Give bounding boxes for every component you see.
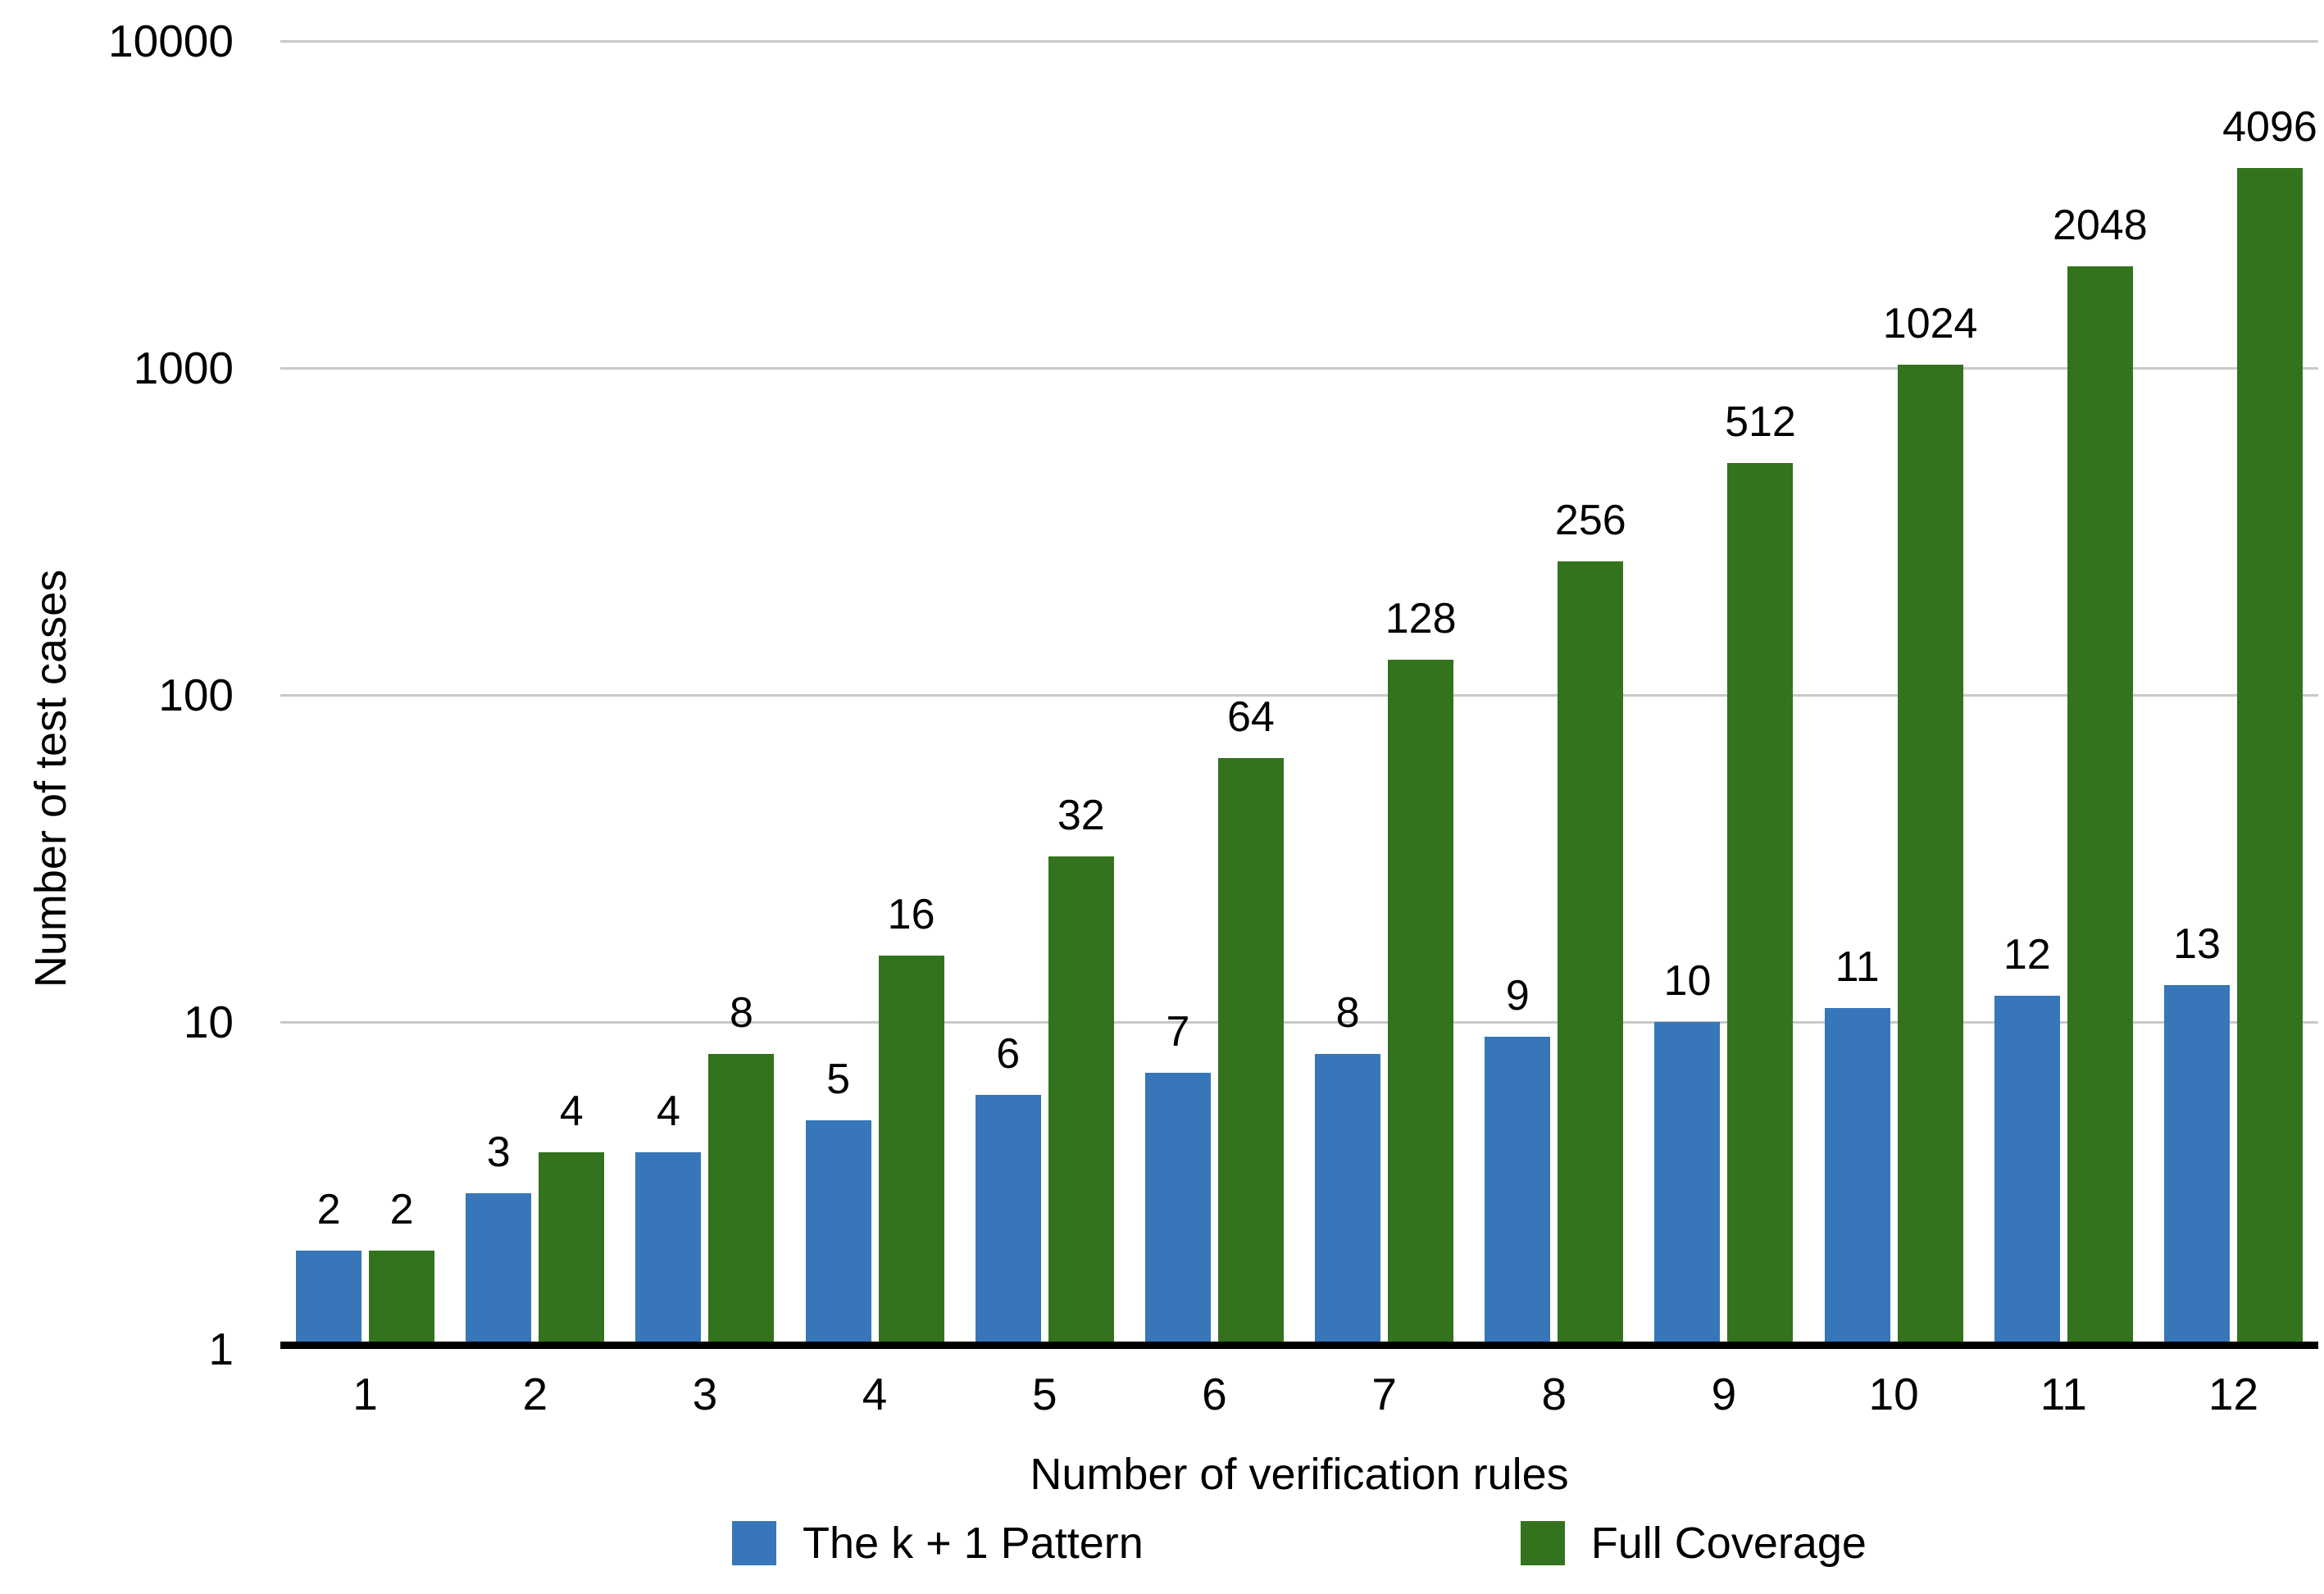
- bar-value-label: 512: [1725, 398, 1796, 447]
- bar-full-coverage: 1024: [1883, 300, 1977, 1349]
- bar-k-plus-1-pattern: 7: [1144, 1008, 1211, 1349]
- bar-value-label: 64: [1227, 693, 1275, 742]
- bar-k-plus-1-pattern: 13: [2163, 920, 2230, 1349]
- bar-value-label: 4: [559, 1087, 584, 1135]
- y-tick-label: 1000: [133, 343, 234, 393]
- legend-label: The k + 1 Pattern: [803, 1519, 1144, 1568]
- bar-k-plus-1-pattern: 6: [975, 1030, 1041, 1349]
- bar-value-label: 4096: [2222, 102, 2317, 151]
- bar-value-label: 3: [486, 1128, 511, 1176]
- bar-value-label: 2048: [2052, 201, 2148, 249]
- bar-value-label: 13: [2173, 920, 2221, 968]
- bar-value-label: 11: [1835, 943, 1880, 992]
- y-axis-title: Number of test cases: [26, 569, 75, 988]
- bar-group: 11 1024: [1809, 41, 1979, 1349]
- x-tick-label: 9: [1711, 1369, 1737, 1419]
- bar-value-label: 32: [1057, 792, 1105, 840]
- gridline: [280, 693, 2318, 697]
- bar-group: 6 32: [960, 41, 1130, 1349]
- bar-full-coverage: 256: [1555, 497, 1626, 1349]
- x-tick-label: 10: [1868, 1369, 1919, 1419]
- legend-swatch: [732, 1521, 777, 1565]
- x-axis-line: [280, 1342, 2318, 1349]
- bar-k-plus-1-pattern: 3: [466, 1129, 532, 1349]
- bar-value-label: 2: [316, 1185, 341, 1233]
- plot-area: 2 2 3 4 4 8 5 16 6 32 7 64 8 128 9 256 10 512 11 1024 12 2048…: [280, 39, 2318, 1349]
- x-tick-label: 4: [862, 1369, 888, 1419]
- x-tick-label: 12: [2208, 1369, 2259, 1419]
- bar-group: 13 4096: [2149, 41, 2318, 1349]
- gridline: [280, 39, 2318, 43]
- bar-full-coverage: 2048: [2053, 202, 2148, 1349]
- bar-groups: 2 2 3 4 4 8 5 16 6 32 7 64 8 128 9 256 10 512 11 1024 12 2048…: [280, 41, 2318, 1349]
- gridline: [280, 1020, 2318, 1024]
- bar-full-coverage: 4096: [2222, 103, 2317, 1349]
- x-axis-title: Number of verification rules: [1030, 1450, 1569, 1499]
- bar-k-plus-1-pattern: 8: [1315, 989, 1381, 1349]
- bar-full-coverage: 2: [369, 1186, 435, 1349]
- bar-value-label: 10: [1663, 957, 1712, 1005]
- y-tick-label: 1: [208, 1324, 234, 1374]
- x-axis-tick-labels: 1 2 3 4 5 6 7 8 9 10 11 12: [280, 1367, 2318, 1421]
- bar-value-label: 128: [1385, 595, 1457, 643]
- legend: The k + 1 Pattern Full Coverage: [280, 1518, 2318, 1569]
- x-tick-label: 5: [1031, 1369, 1057, 1419]
- y-tick-label: 10: [183, 997, 234, 1047]
- x-tick-label: 1: [352, 1369, 378, 1419]
- bar-k-plus-1-pattern: 9: [1485, 972, 1551, 1349]
- bar-group: 7 64: [1130, 41, 1299, 1349]
- x-tick-label: 3: [692, 1369, 718, 1419]
- bar-full-coverage: 64: [1217, 693, 1284, 1349]
- bar-full-coverage: 16: [878, 891, 944, 1349]
- bar-value-label: 8: [729, 988, 753, 1037]
- bar-k-plus-1-pattern: 4: [635, 1088, 702, 1349]
- bar-value-label: 1024: [1882, 299, 1978, 347]
- bar-group: 10 512: [1639, 41, 1808, 1349]
- bar-full-coverage: 4: [539, 1088, 605, 1349]
- bar-full-coverage: 8: [708, 989, 775, 1349]
- y-tick-label: 100: [158, 670, 234, 720]
- bar-value-label: 4: [656, 1087, 680, 1135]
- x-tick-label: 8: [1541, 1369, 1567, 1419]
- x-tick-label: 2: [522, 1369, 548, 1419]
- bar-value-label: 6: [996, 1029, 1021, 1078]
- x-tick-label: 6: [1202, 1369, 1227, 1419]
- bar-k-plus-1-pattern: 12: [1994, 931, 2060, 1349]
- bar-group: 5 16: [790, 41, 960, 1349]
- bar-k-plus-1-pattern: 10: [1654, 957, 1721, 1349]
- legend-label: Full Coverage: [1590, 1519, 1867, 1568]
- bar-full-coverage: 32: [1048, 792, 1114, 1349]
- x-tick-label: 7: [1371, 1369, 1397, 1419]
- legend-item-full-coverage: Full Coverage: [1520, 1518, 1867, 1569]
- bar-k-plus-1-pattern: 2: [296, 1186, 362, 1349]
- x-tick-label: 11: [2040, 1369, 2087, 1419]
- gridline: [280, 366, 2318, 370]
- bar-k-plus-1-pattern: 5: [805, 1056, 871, 1349]
- bar-value-label: 5: [826, 1056, 851, 1104]
- bar-group: 9 256: [1469, 41, 1639, 1349]
- bar-group: 8 128: [1299, 41, 1469, 1349]
- bar-value-label: 2: [389, 1185, 414, 1233]
- bar-group: 12 2048: [1979, 41, 2149, 1349]
- bar-k-plus-1-pattern: 11: [1824, 943, 1890, 1349]
- y-tick-label: 10000: [108, 16, 234, 66]
- bar-value-label: 9: [1505, 972, 1530, 1020]
- bar-value-label: 256: [1554, 497, 1626, 545]
- bar-value-label: 7: [1166, 1007, 1190, 1056]
- bar-value-label: 16: [887, 890, 935, 938]
- bar-full-coverage: 128: [1385, 595, 1456, 1349]
- legend-swatch: [1520, 1521, 1565, 1565]
- legend-item-k-plus-1-pattern: The k + 1 Pattern: [732, 1518, 1144, 1569]
- bar-value-label: 8: [1335, 988, 1360, 1037]
- bar-full-coverage: 512: [1725, 398, 1796, 1349]
- bar-value-label: 12: [2003, 931, 2051, 979]
